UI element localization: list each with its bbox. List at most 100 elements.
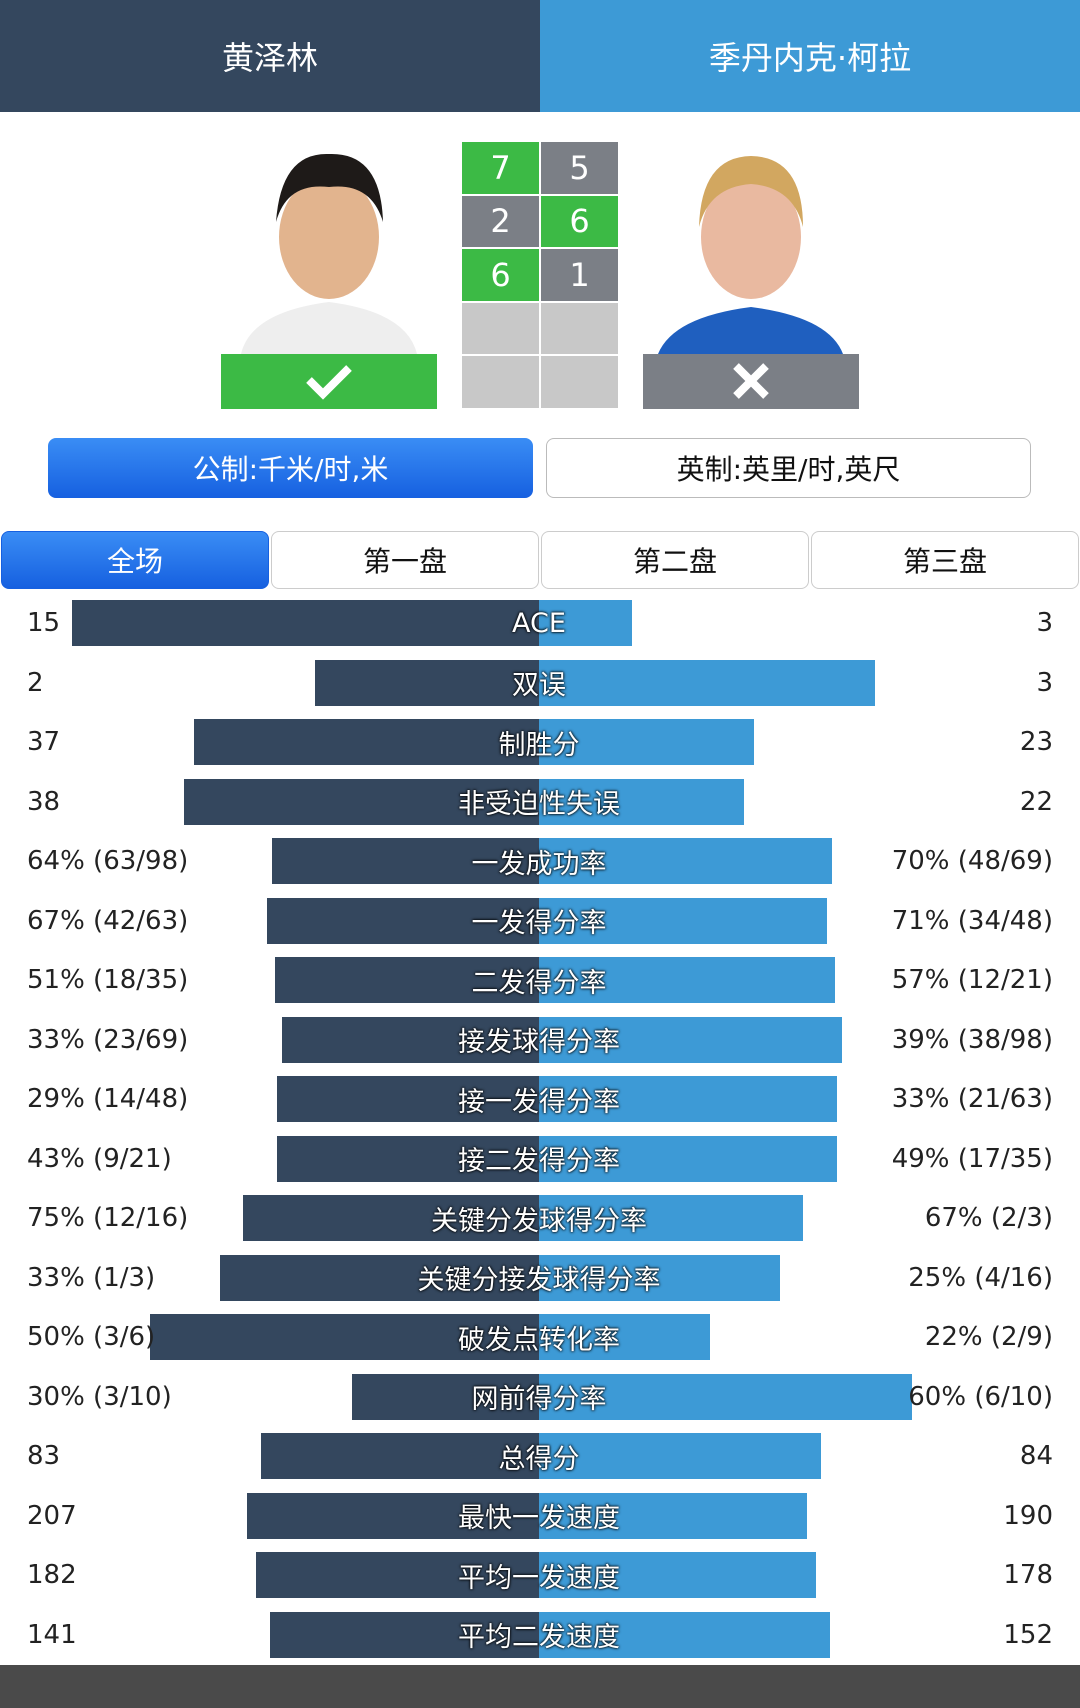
left-bar	[269, 1611, 539, 1658]
right-value: 60% (6/10)	[908, 1381, 1053, 1412]
bottom-bar	[0, 1665, 1080, 1708]
right-value: 22	[1019, 786, 1053, 817]
right-bar	[539, 1492, 807, 1539]
left-bar	[352, 1373, 539, 1420]
stat-name: 接二发得分率	[458, 1146, 620, 1177]
left-value: 29% (14/48)	[27, 1084, 189, 1114]
stat-name: 二发得分率	[471, 967, 607, 999]
right-bar	[539, 1373, 913, 1420]
right-bar	[539, 1254, 781, 1301]
right-bar	[539, 838, 832, 884]
left-bar	[255, 1552, 539, 1598]
stat-name: 最快一发速度	[458, 1503, 620, 1534]
score-cell: 1	[540, 248, 619, 302]
left-value: 51% (18/35)	[27, 965, 189, 995]
left-value: 141	[27, 1619, 77, 1650]
left-bar	[315, 659, 539, 706]
left-value: 207	[27, 1500, 77, 1531]
right-bar	[539, 659, 875, 706]
left-value: 38	[27, 786, 61, 817]
right-bar	[539, 719, 754, 765]
right-value: 67% (2/3)	[924, 1203, 1053, 1233]
right-value: 23	[1019, 727, 1053, 757]
right-bar	[539, 957, 835, 1003]
right-bar	[539, 1314, 711, 1360]
stat-name: 关键分发球得分率	[431, 1205, 647, 1237]
left-bar	[247, 1492, 539, 1539]
stat-name: 制胜分	[498, 729, 580, 761]
right-bar	[539, 778, 745, 825]
left-value: 83	[27, 1441, 61, 1471]
left-value: 33% (1/3)	[27, 1262, 156, 1293]
left-value: 64% (63/98)	[27, 846, 189, 876]
right-value: 39% (38/98)	[891, 1024, 1053, 1055]
right-bar	[539, 1611, 830, 1658]
player2-header: 季丹内克·柯拉	[540, 0, 1080, 112]
right-value: 25% (4/16)	[908, 1262, 1053, 1293]
stat-name: 平均二发速度	[458, 1622, 620, 1653]
stat-name: 平均一发速度	[458, 1562, 620, 1594]
left-value: 33% (23/69)	[27, 1024, 189, 1055]
stat-name: 双误	[512, 670, 566, 701]
right-bar	[539, 1016, 843, 1063]
right-value: 22% (2/9)	[924, 1322, 1053, 1352]
right-value: 84	[1019, 1441, 1053, 1471]
score-cell	[540, 355, 619, 409]
stat-name: 关键分接发球得分率	[417, 1265, 661, 1296]
tab[interactable]: 第一盘	[271, 531, 539, 589]
score-cell: 6	[540, 194, 619, 249]
left-bar	[282, 1016, 539, 1063]
left-value: 30% (3/10)	[27, 1381, 172, 1412]
left-value: 37	[27, 727, 61, 757]
right-value: 70% (48/69)	[891, 846, 1053, 876]
left-value: 50% (3/6)	[27, 1322, 156, 1352]
tab[interactable]: 第二盘	[541, 531, 809, 589]
score-cell: 2	[461, 194, 540, 249]
tab[interactable]: 第三盘	[811, 531, 1079, 589]
left-value: 43% (9/21)	[27, 1143, 172, 1174]
right-value: 190	[1003, 1500, 1053, 1531]
stat-name: 网前得分率	[471, 1384, 607, 1415]
right-bar	[539, 1135, 838, 1182]
left-bar	[243, 1195, 539, 1241]
metric-button[interactable]: 公制:千米/时,米	[48, 438, 533, 498]
left-bar	[267, 897, 539, 944]
stat-name: 接发球得分率	[458, 1027, 620, 1058]
imperial-button[interactable]: 英制:英里/时,英尺	[546, 438, 1031, 498]
left-bar	[72, 600, 539, 646]
left-value: 67% (42/63)	[27, 905, 189, 936]
right-value: 152	[1003, 1619, 1053, 1650]
stat-name: 接一发得分率	[458, 1086, 620, 1118]
score-cell	[461, 301, 540, 356]
left-bar	[184, 778, 539, 825]
right-bar	[539, 1076, 838, 1122]
right-value: 3	[1036, 608, 1053, 638]
stat-name: 一发成功率	[471, 848, 607, 880]
score-cell: 7	[461, 141, 540, 195]
left-bar	[274, 957, 539, 1003]
left-value: 182	[27, 1560, 77, 1590]
right-value: 3	[1036, 667, 1053, 698]
stat-name: ACE	[512, 607, 566, 639]
stat-name: 破发点转化率	[458, 1324, 620, 1356]
right-bar	[539, 1552, 816, 1598]
left-bar	[150, 1314, 539, 1360]
left-bar	[260, 1433, 539, 1479]
left-value: 75% (12/16)	[27, 1203, 189, 1233]
left-bar	[277, 1076, 539, 1122]
right-value: 33% (21/63)	[891, 1084, 1053, 1114]
stat-name: 非受迫性失误	[458, 789, 620, 820]
player1-photo	[221, 142, 437, 409]
right-bar	[539, 1195, 804, 1241]
score-cell: 5	[540, 141, 619, 195]
left-bar	[193, 719, 539, 765]
score-cell	[540, 301, 619, 356]
right-bar	[539, 897, 828, 944]
right-value: 57% (12/21)	[891, 965, 1053, 995]
right-bar	[539, 1433, 821, 1479]
left-value: 15	[27, 608, 61, 638]
tab[interactable]: 全场	[1, 531, 269, 589]
right-value: 178	[1003, 1560, 1053, 1590]
right-bar	[539, 600, 633, 646]
